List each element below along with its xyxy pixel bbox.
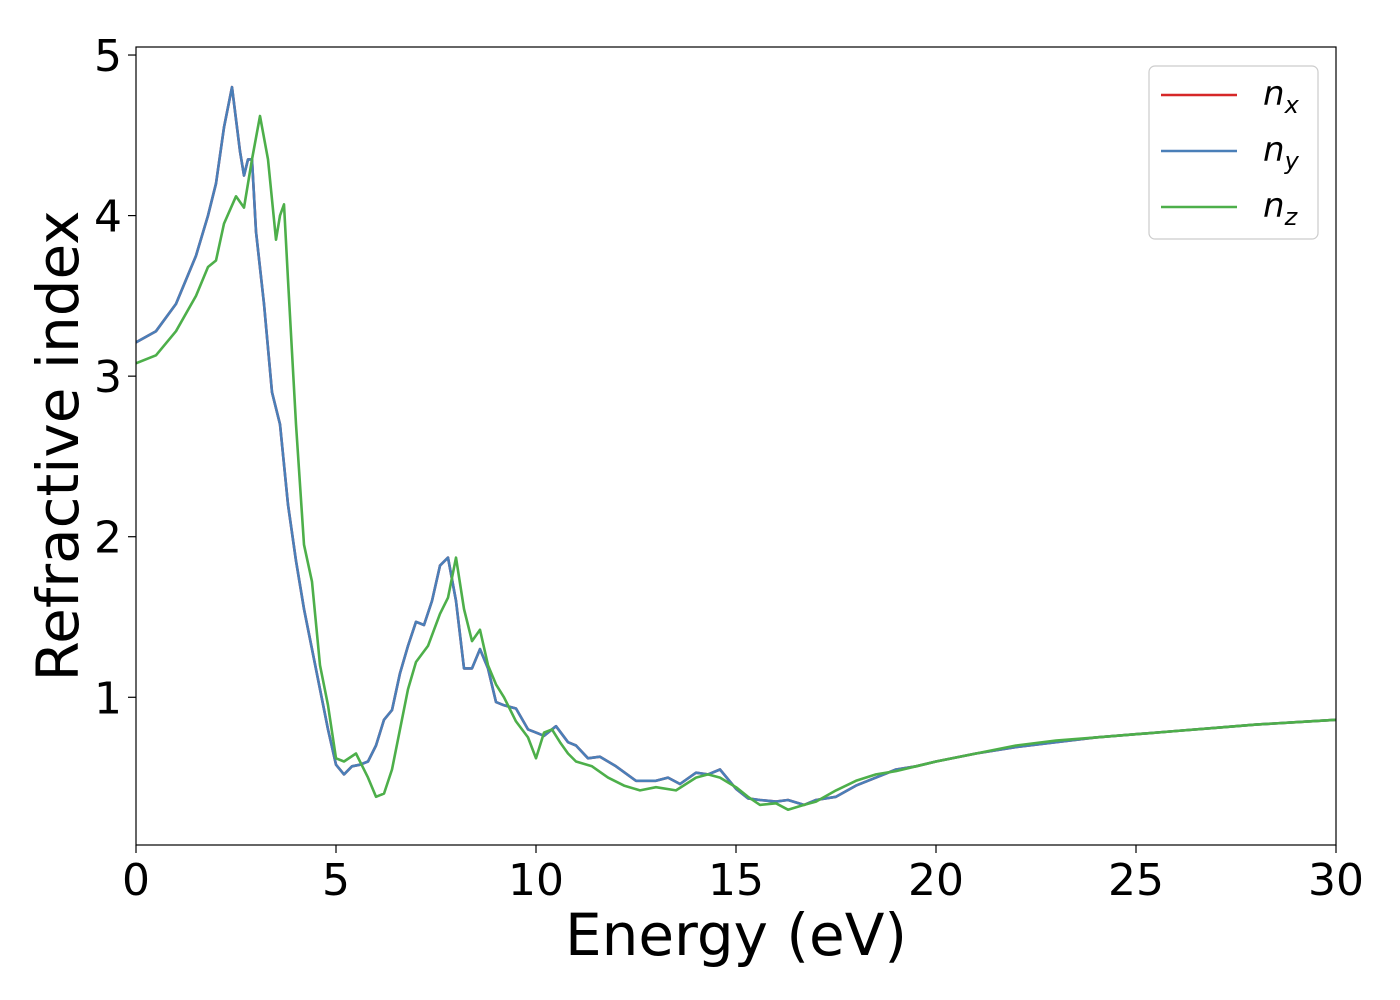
x-tick-label: 5: [322, 855, 350, 906]
y-tick-label: 2: [94, 513, 122, 564]
y-axis: 1 2 3 4 5: [94, 31, 136, 724]
x-tick-label: 30: [1308, 855, 1364, 906]
legend-label-z: nz: [1263, 186, 1299, 231]
series-layer: [136, 85, 1336, 811]
x-tick-label: 20: [908, 855, 964, 906]
legend-label-y: ny: [1263, 130, 1300, 175]
x-tick-label: 10: [508, 855, 564, 906]
x-axis: 0 5 10 15 20 25 30: [122, 845, 1364, 906]
legend-box: [1148, 65, 1319, 240]
x-tick-label: 25: [1108, 855, 1164, 906]
y-tick-label: 4: [94, 192, 122, 243]
legend: nx ny nz: [1148, 65, 1319, 240]
series-line-n-z: [136, 114, 1336, 811]
y-tick-label: 1: [94, 673, 122, 724]
y-tick-label: 3: [94, 352, 122, 403]
x-axis-title: Energy (eV): [565, 901, 907, 969]
x-tick-label: 15: [708, 855, 764, 906]
y-axis-title: Refractive index: [24, 210, 92, 681]
y-tick-label: 5: [94, 31, 122, 82]
x-tick-label: 0: [122, 855, 150, 906]
legend-label-x: nx: [1263, 74, 1300, 119]
